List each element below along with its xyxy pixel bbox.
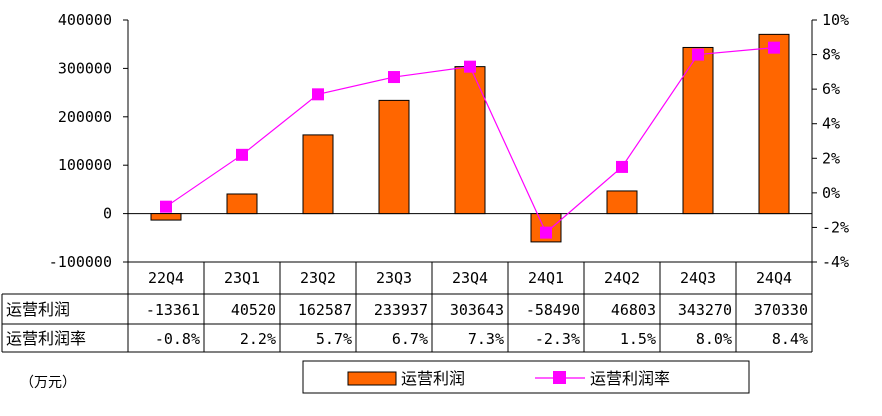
legend: 运营利润 运营利润率 xyxy=(302,360,750,394)
right-tick-label: 6% xyxy=(822,80,840,98)
tick-labels: -100000 0 100000 200000 300000 400000 -4% -2% 0%… xyxy=(49,11,849,271)
legend-line-marker xyxy=(553,371,566,384)
left-tick-label: 400000 xyxy=(58,11,112,29)
left-tick-label: 300000 xyxy=(58,59,112,77)
bars-group xyxy=(150,33,790,243)
margin-marker xyxy=(312,88,324,101)
category-label: 22Q4 xyxy=(148,269,184,287)
margin-marker xyxy=(388,71,400,84)
right-tick-label: -4% xyxy=(822,253,849,271)
margin-marker xyxy=(464,60,476,73)
right-tick-label: 4% xyxy=(822,115,840,133)
profit-value: 233937 xyxy=(374,301,428,319)
category-label: 23Q3 xyxy=(376,269,412,287)
margin-marker xyxy=(616,160,628,173)
left-tick-label: 0 xyxy=(103,205,112,223)
margin-marker xyxy=(236,148,248,161)
profit-value: 46803 xyxy=(611,301,656,319)
margin-value: -0.8% xyxy=(155,330,200,348)
left-tick-label: 200000 xyxy=(58,108,112,126)
profit-value: 303643 xyxy=(450,301,504,319)
bar xyxy=(682,46,714,215)
bar xyxy=(758,33,790,215)
row-label-profit: 运营利润 xyxy=(6,300,70,319)
line-group xyxy=(160,41,780,239)
margin-value: 6.7% xyxy=(392,330,428,348)
category-label: 23Q1 xyxy=(224,269,260,287)
profit-value: 370330 xyxy=(754,301,808,319)
category-label: 23Q2 xyxy=(300,269,336,287)
margin-marker xyxy=(692,48,704,61)
margin-marker xyxy=(768,41,780,54)
legend-line-label: 运营利润率 xyxy=(590,369,670,388)
margin-value: 2.2% xyxy=(240,330,276,348)
category-label: 24Q3 xyxy=(680,269,716,287)
profit-value: 343270 xyxy=(678,301,732,319)
profit-value: -58490 xyxy=(526,301,580,319)
category-label: 24Q2 xyxy=(604,269,640,287)
margin-value: 1.5% xyxy=(620,330,656,348)
right-tick-label: 0% xyxy=(822,184,840,202)
margin-marker xyxy=(160,200,172,213)
margin-value: 8.0% xyxy=(696,330,732,348)
right-tick-label: 10% xyxy=(822,11,849,29)
margin-value: 7.3% xyxy=(468,330,504,348)
margin-value: -2.3% xyxy=(535,330,580,348)
profit-value: 40520 xyxy=(231,301,276,319)
data-table: 22Q4 23Q1 23Q2 23Q3 23Q4 24Q1 24Q2 24Q3 24Q4 运营利润… xyxy=(1,261,813,353)
bar xyxy=(226,193,258,215)
bar xyxy=(606,190,638,215)
left-tick-label: -100000 xyxy=(49,253,112,271)
right-tick-label: 2% xyxy=(822,149,840,167)
bar xyxy=(454,66,486,215)
right-tick-label: 8% xyxy=(822,46,840,64)
legend-bar-swatch xyxy=(347,371,397,386)
category-label: 24Q4 xyxy=(756,269,792,287)
right-tick-label: -2% xyxy=(822,218,849,236)
margin-value: 8.4% xyxy=(772,330,808,348)
row-label-margin: 运营利润率 xyxy=(6,329,86,348)
bar xyxy=(378,99,410,215)
bar xyxy=(150,213,182,221)
category-label: 23Q4 xyxy=(452,269,488,287)
profit-value: 162587 xyxy=(298,301,352,319)
category-label: 24Q1 xyxy=(528,269,564,287)
profit-value: -13361 xyxy=(146,301,200,319)
unit-label: （万元） xyxy=(20,375,76,391)
bar xyxy=(302,134,334,215)
left-tick-label: 100000 xyxy=(58,156,112,174)
margin-value: 5.7% xyxy=(316,330,352,348)
legend-bar-label: 运营利润 xyxy=(401,369,465,388)
margin-marker xyxy=(540,226,552,239)
